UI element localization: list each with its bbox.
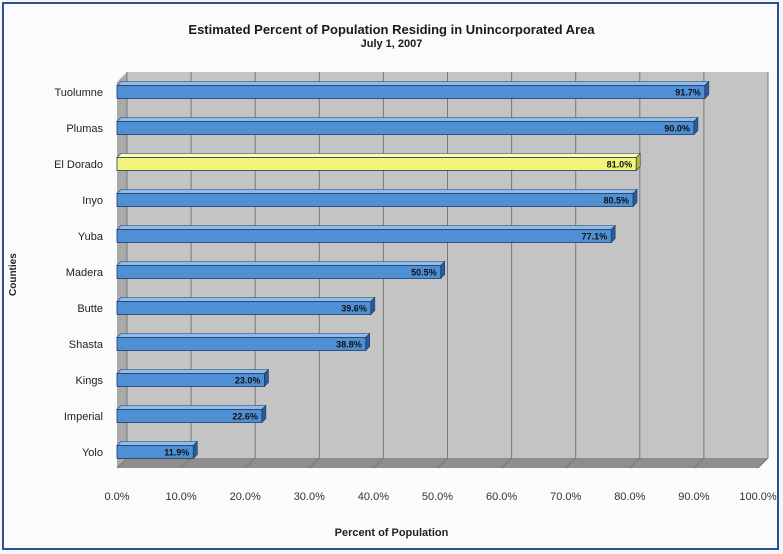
bar — [116, 445, 194, 459]
data-label: 80.5% — [603, 196, 629, 206]
data-label: 23.0% — [235, 376, 261, 386]
bar — [116, 409, 263, 423]
data-label: 50.5% — [411, 268, 437, 278]
data-label: 39.6% — [341, 304, 367, 314]
data-label: 11.9% — [164, 448, 189, 458]
bar-top — [116, 405, 267, 410]
bar-top — [116, 153, 641, 158]
category-label: Yuba — [78, 231, 104, 243]
category-label: Madera — [66, 267, 104, 279]
data-label: 91.7% — [675, 88, 701, 98]
category-label: Yolo — [82, 447, 103, 459]
chart-subtitle: July 1, 2007 — [360, 38, 423, 50]
gridline-floor — [501, 457, 512, 469]
x-tick-label: 60.0% — [486, 491, 517, 503]
bar — [116, 229, 612, 243]
data-label: 81.0% — [607, 160, 633, 170]
bar — [116, 121, 695, 135]
gridline-floor — [565, 457, 577, 469]
category-label: El Dorado — [54, 159, 103, 171]
category-label: Plumas — [66, 123, 103, 135]
bar — [116, 337, 367, 351]
data-label: 90.0% — [664, 124, 690, 134]
x-tick-label: 40.0% — [358, 491, 389, 503]
category-label: Butte — [77, 303, 103, 315]
x-tick-label: 0.0% — [104, 491, 129, 503]
x-tick-label: 30.0% — [294, 491, 325, 503]
bar — [116, 157, 637, 171]
bar-top — [116, 189, 638, 194]
bar-top — [116, 81, 710, 86]
x-tick-label: 80.0% — [614, 491, 645, 503]
bar — [116, 265, 442, 279]
data-label: 22.6% — [232, 412, 258, 422]
category-label: Inyo — [82, 195, 103, 207]
bar — [116, 193, 634, 207]
category-label: Kings — [75, 375, 103, 387]
x-tick-label: 70.0% — [550, 491, 581, 503]
x-tick-label: 20.0% — [230, 491, 261, 503]
bar-top — [116, 117, 699, 122]
bar — [116, 373, 265, 387]
gridline-floor — [244, 457, 256, 469]
category-label: Imperial — [64, 411, 103, 423]
bar-top — [116, 441, 199, 446]
category-label: Tuolumne — [54, 87, 103, 99]
bar-top — [116, 369, 270, 374]
bar-top — [116, 261, 446, 266]
x-tick-label: 50.0% — [422, 491, 453, 503]
bar-top — [116, 333, 371, 338]
bar-top — [116, 225, 616, 230]
gridline-floor — [116, 457, 128, 469]
category-label: Shasta — [69, 339, 104, 351]
gridline-floor — [180, 457, 192, 469]
data-label: 38.8% — [336, 340, 362, 350]
x-axis-label: Percent of Population — [334, 527, 449, 539]
bar — [116, 85, 706, 99]
gridline-floor — [757, 457, 769, 469]
gridline-floor — [629, 457, 641, 469]
gridline-floor — [437, 457, 448, 469]
data-label: 77.1% — [582, 232, 608, 242]
y-axis-label: Counties — [8, 253, 19, 296]
gridline-floor — [693, 457, 705, 469]
gridline-floor — [373, 457, 384, 469]
x-tick-label: 10.0% — [165, 491, 196, 503]
x-tick-label: 100.0% — [739, 491, 777, 503]
gridline-floor — [308, 457, 320, 469]
x-tick-label: 90.0% — [678, 491, 709, 503]
bar — [116, 301, 372, 315]
bar-top — [116, 297, 376, 302]
chart-title: Estimated Percent of Population Residing… — [188, 22, 595, 37]
